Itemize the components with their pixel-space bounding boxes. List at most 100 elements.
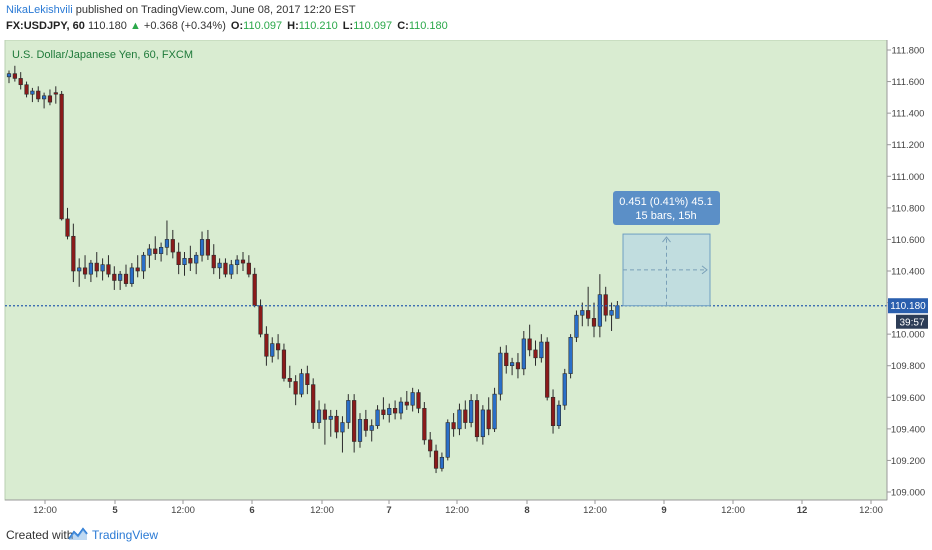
candle-body [275,343,281,351]
time-tick-label: 8 [524,505,529,516]
candle [235,255,240,275]
price-tick-label: 110.800 [891,203,925,214]
candlestick-chart[interactable]: U.S. Dollar/Japanese Yen, 60, FXCM 0.451… [0,39,932,520]
candle-body [416,392,421,409]
candle-body [580,310,585,316]
candle-body [392,408,398,414]
candle [492,387,497,433]
candle-body [422,408,427,441]
candle-body [41,95,47,100]
price-tick-label: 111.400 [892,109,925,120]
current-price-tag [888,298,928,314]
candle [410,387,415,412]
candle [457,403,462,436]
candle [305,365,310,395]
candle-body [30,90,35,95]
candle-body [217,262,222,269]
candle [217,258,222,279]
candle [562,368,567,410]
candle [439,452,445,472]
candle [205,229,211,260]
tradingview-brand[interactable]: TradingView [92,528,159,542]
candle [369,419,374,442]
candle-body [223,262,228,275]
candle-body [375,409,380,426]
candle-body [164,239,170,248]
candle [322,403,328,445]
candle-body [527,338,532,351]
candle [36,86,41,103]
time-tick-label: 12:00 [583,505,607,516]
candle-body [562,373,567,406]
price-change: +0.368 (+0.34%) [143,20,226,32]
price-tick-label: 111.800 [892,46,925,57]
candle-body [235,259,240,265]
measure-arrow-right-icon [701,265,708,275]
candle-body [264,333,269,357]
candle-body [515,362,521,370]
candle [480,405,485,445]
candle [545,337,550,401]
time-tick-label: 12:00 [859,505,883,516]
candle [311,378,316,429]
candle [603,286,608,322]
candle [387,403,392,423]
candle-body [363,419,368,431]
candle [463,400,468,429]
candle [170,229,175,259]
ohlc-line: FX:USDJPY, 60 110.180 ▲ +0.368 (+0.34%) … [6,20,448,32]
candle [30,87,35,103]
low-value: 110.097 [353,20,393,32]
candle [281,343,287,382]
publish-info: published on TradingView.com, June 08, 2… [75,4,356,16]
candle-body [451,422,456,430]
chart-area[interactable]: U.S. Dollar/Japanese Yen, 60, FXCM 0.451… [0,39,932,520]
price-axis[interactable]: 111.800 111.600 111.400 111.200 111.000 110.8… [886,40,925,500]
candle-body [387,408,392,415]
candle-body [299,373,304,395]
time-axis[interactable]: 12:00 5 12:00 6 12:00 7 12:00 8 12:00 9 12:00 12 12:… [5,499,887,516]
measure-tool[interactable]: 0.451 (0.41%) 45.1 15 bars, 15h [613,191,720,307]
candle-body [240,259,246,264]
candle-body [591,318,597,327]
candle [65,207,70,240]
candle [100,258,105,281]
measure-line1: 0.451 (0.41%) 45.1 [619,196,713,208]
candle [229,259,234,279]
tradingview-logo-icon[interactable] [68,527,88,541]
candle-body [603,294,608,316]
time-tick-label: 12 [797,505,808,516]
candle-body [24,84,29,95]
candle [112,266,117,290]
author-link[interactable]: NikaLekishvili [6,4,73,16]
candle [41,92,47,109]
close-value: 110.180 [408,20,448,32]
candle-body [112,273,117,281]
candle [18,72,23,90]
candle-body [281,349,287,379]
price-tick-label: 109.600 [891,393,925,404]
candle-body [199,239,205,256]
candle-body [352,400,357,442]
price-tick-label: 109.200 [891,456,925,467]
measure-line2: 15 bars, 15h [635,210,696,222]
candle-body [316,409,322,423]
candle-body [135,267,140,272]
candle-body [334,415,339,433]
candle [539,334,544,363]
price-tick-label: 110.600 [891,235,925,246]
candle-body [118,273,123,281]
candle [352,394,357,453]
candle [82,255,88,279]
candle-body [521,338,526,370]
candle [88,259,93,283]
candle-body [474,400,480,438]
candle-body [556,404,561,426]
candle [346,394,351,429]
candle [264,326,269,366]
candle [135,255,140,278]
candle [556,400,561,429]
candle-body [539,341,544,359]
candle [357,413,363,448]
candle-body [270,343,275,357]
